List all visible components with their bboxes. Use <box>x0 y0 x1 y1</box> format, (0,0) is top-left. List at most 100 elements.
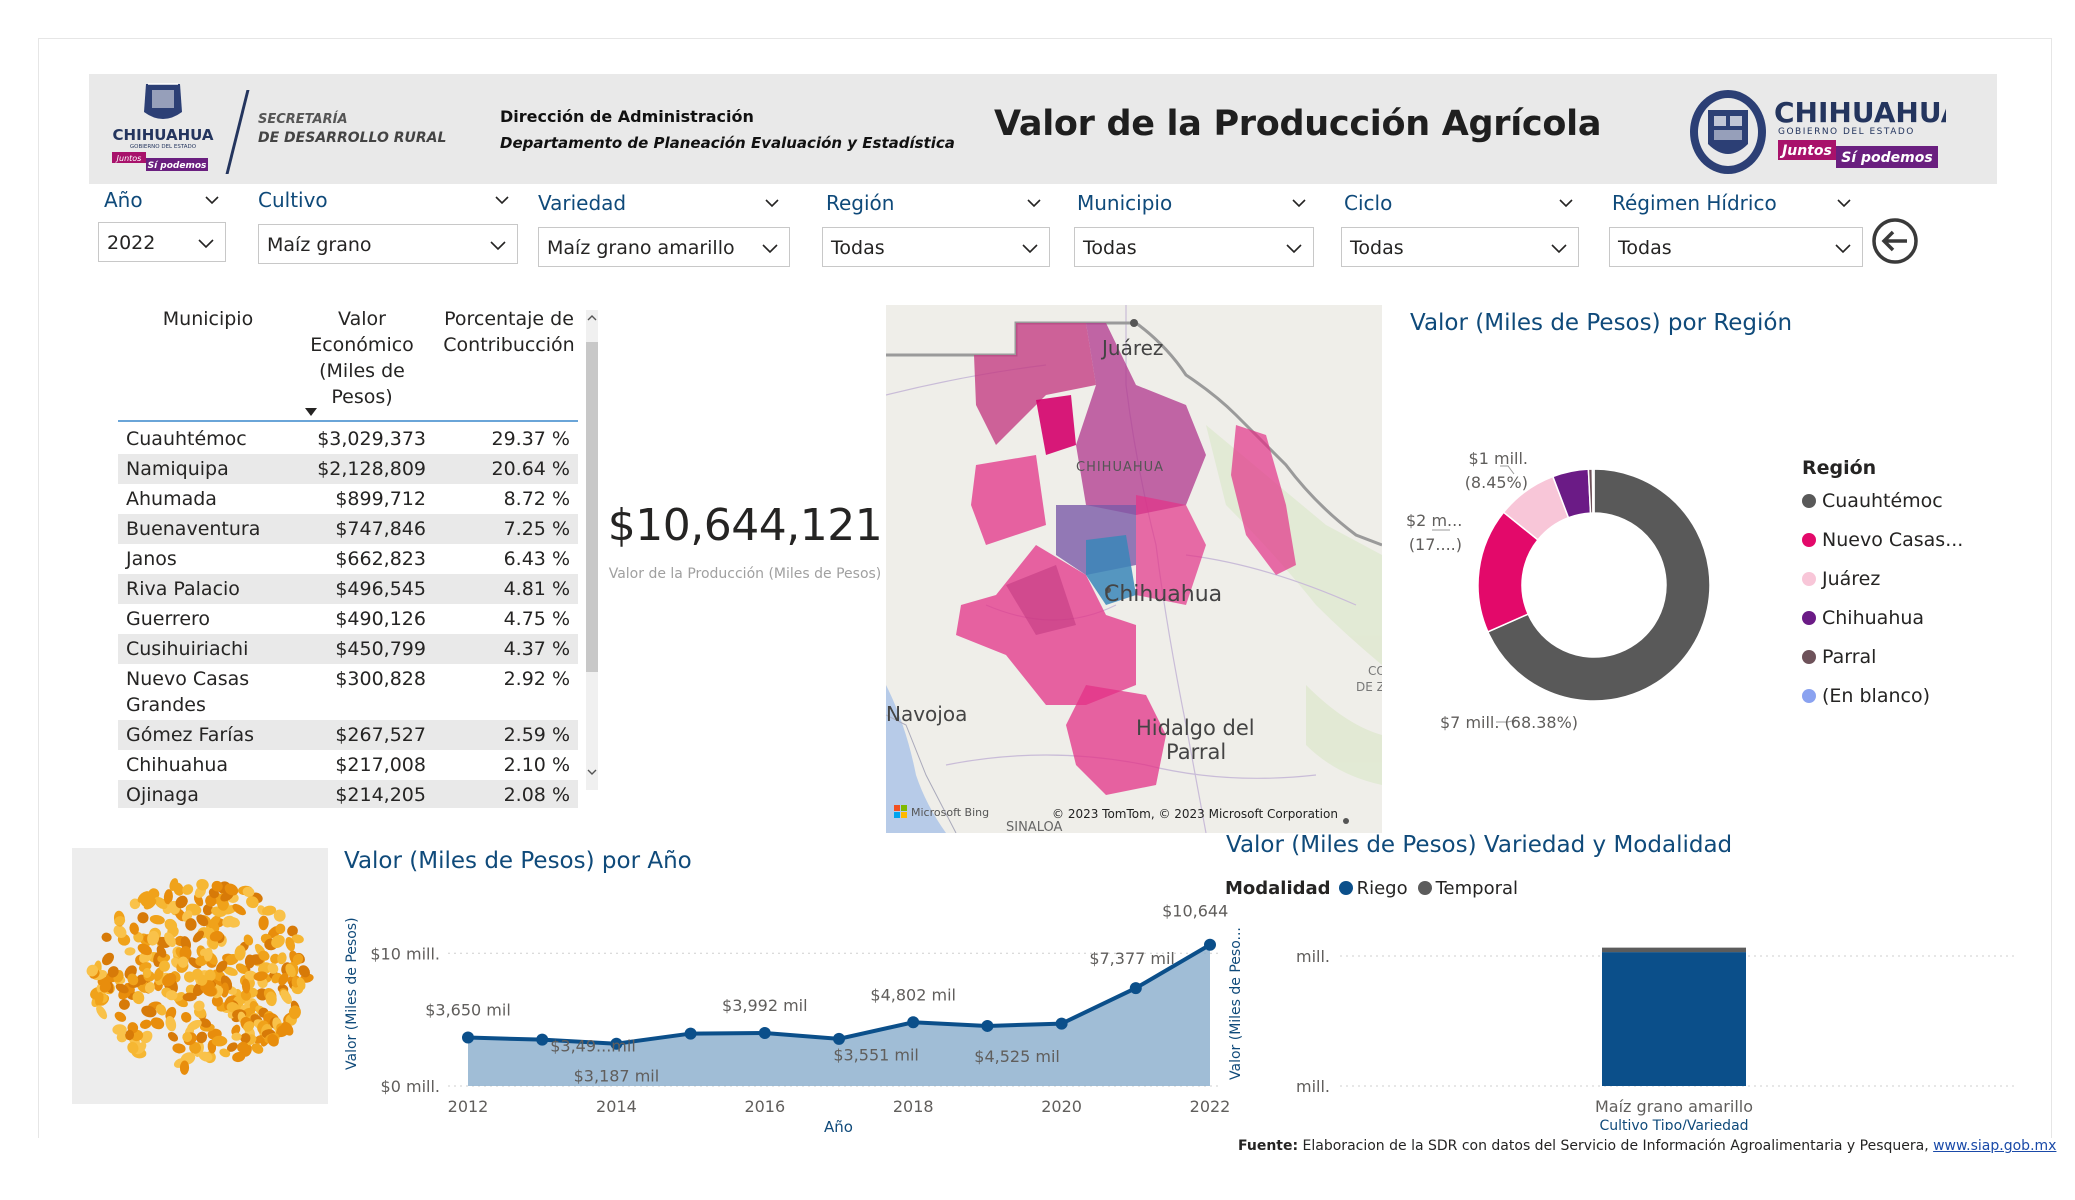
data-label: $4,525 mil <box>974 1047 1060 1066</box>
chevron-down-icon[interactable] <box>1558 195 1574 211</box>
corn-kernel <box>258 915 269 931</box>
corn-kernel <box>234 945 246 961</box>
x-tick-label: Maíz grano amarillo <box>1595 1097 1753 1116</box>
corn-kernel <box>196 878 209 891</box>
table-cell-valor: $2,128,809 <box>317 458 426 480</box>
data-point[interactable] <box>1129 982 1142 995</box>
corn-kernel <box>280 989 292 1004</box>
region-donut-chart[interactable] <box>1410 430 1730 750</box>
table-scrollbar-thumb[interactable] <box>586 342 598 672</box>
corn-kernel <box>285 963 296 978</box>
slicer-ano-dropdown[interactable]: 2022 <box>98 222 226 262</box>
legend-item-riego[interactable]: Riego <box>1338 878 1408 899</box>
data-point[interactable] <box>907 1016 920 1029</box>
corn-kernel <box>254 1034 266 1044</box>
column-header-valor[interactable]: Valor Económico (Miles de Pesos) <box>310 308 414 408</box>
data-point[interactable] <box>1055 1017 1068 1030</box>
chevron-down-icon[interactable] <box>494 192 510 208</box>
table-row[interactable]: Cusihuiriachi $450,799 4.37 % <box>118 634 578 664</box>
corn-kernel <box>192 930 205 943</box>
slicer-variedad-dropdown[interactable]: Maíz grano amarillo <box>538 227 790 267</box>
legend-item-region[interactable]: Chihuahua <box>1802 607 1924 629</box>
table-row[interactable]: Buenaventura $747,846 7.25 % <box>118 514 578 544</box>
table-cell-pct: 4.75 % <box>503 608 570 630</box>
corn-kernel <box>114 1011 127 1022</box>
corn-kernel <box>114 916 126 926</box>
corn-kernel <box>150 1017 165 1030</box>
legend-item-region[interactable]: (En blanco) <box>1802 685 1930 707</box>
svg-text:Juntos: Juntos <box>115 154 142 163</box>
data-point[interactable] <box>610 1037 623 1050</box>
corn-kernel <box>265 991 277 1007</box>
data-point[interactable] <box>462 1031 474 1044</box>
chevron-down-icon[interactable] <box>1026 195 1042 211</box>
donut-slice[interactable] <box>1486 468 1711 702</box>
data-point[interactable] <box>536 1033 549 1046</box>
table-row[interactable]: Chihuahua $217,008 2.10 % <box>118 750 578 780</box>
chevron-down-icon <box>762 244 778 254</box>
corn-kernel <box>116 1032 128 1043</box>
table-row[interactable]: Nuevo Casas Grandes $300,828 2.92 % <box>118 664 578 720</box>
bar-segment-riego[interactable] <box>1602 952 1746 1086</box>
corn-kernel <box>140 1030 153 1044</box>
slicer-cultivo-dropdown[interactable]: Maíz grano <box>258 224 518 264</box>
table-row[interactable]: Namiquipa $2,128,809 20.64 % <box>118 454 578 484</box>
choropleth-map[interactable]: Juárez CHIHUAHUA Chihuahua Navojoa Hidal… <box>886 305 1382 833</box>
chevron-down-icon[interactable] <box>586 766 598 778</box>
column-header-municipio[interactable]: Municipio <box>162 308 254 330</box>
legend-dot-icon <box>1802 533 1816 547</box>
corn-kernel <box>271 934 285 949</box>
data-point[interactable] <box>758 1027 771 1040</box>
legend-item-region[interactable]: Juárez <box>1802 568 1880 590</box>
data-point[interactable] <box>684 1027 697 1040</box>
corn-kernel <box>154 896 168 910</box>
legend-item-region[interactable]: Nuevo Casas... <box>1802 529 1963 551</box>
chevron-down-icon[interactable] <box>1836 195 1852 211</box>
chevron-down-icon[interactable] <box>764 195 780 211</box>
siap-link[interactable]: www.siap.gob.mx <box>1933 1138 2057 1154</box>
table-row[interactable]: Riva Palacio $496,545 4.81 % <box>118 574 578 604</box>
slicer-ciclo-dropdown[interactable]: Todas <box>1341 227 1579 267</box>
slicer-regimen-hidrico-label: Régimen Hídrico <box>1612 191 1777 215</box>
chevron-down-icon[interactable] <box>204 192 220 208</box>
donut-slice[interactable] <box>1591 468 1595 514</box>
legend-item-temporal[interactable]: Temporal <box>1417 878 1518 899</box>
corn-kernel <box>267 962 279 974</box>
slicer-municipio-dropdown[interactable]: Todas <box>1074 227 1314 267</box>
corn-kernel <box>198 1051 213 1062</box>
slicer-regimen-hidrico-dropdown[interactable]: Todas <box>1609 227 1863 267</box>
chevron-up-icon[interactable] <box>586 312 598 324</box>
city-markers <box>1105 319 1349 824</box>
variedad-bar-chart[interactable]: $0 mill. $10 mill. Maíz grano amarillo Cult… <box>1290 930 2020 1130</box>
bar-segment-temporal[interactable] <box>1602 947 1746 953</box>
slicer-region-dropdown[interactable]: Todas <box>822 227 1050 267</box>
corn-kernel <box>127 973 139 986</box>
corn-kernel <box>196 1031 208 1044</box>
data-point[interactable] <box>1204 938 1216 951</box>
table-cell-municipio: Riva Palacio <box>126 578 240 600</box>
table-cell-pct: 20.64 % <box>491 458 571 480</box>
year-line-chart[interactable]: $0 mill. $10 mill. 2012 2014 2016 2018 2020 202… <box>330 900 1230 1140</box>
table-row[interactable]: Cuauhtémoc $3,029,373 29.37 % <box>118 424 578 454</box>
table-row[interactable]: Ojinaga $214,205 2.08 % <box>118 780 578 808</box>
back-arrow-button[interactable] <box>1871 217 1919 265</box>
table-row[interactable]: Gómez Farías $267,527 2.59 % <box>118 720 578 750</box>
table-row[interactable]: Guerrero $490,126 4.75 % <box>118 604 578 634</box>
corn-kernel <box>202 904 214 916</box>
table-row[interactable]: Ahumada $899,712 8.72 % <box>118 484 578 514</box>
donut-label-nuevo-casas-1: $2 m... <box>1406 511 1463 530</box>
corn-kernel <box>179 1060 190 1075</box>
y-tick-label: $0 mill. <box>381 1077 440 1096</box>
line-chart-ylabel: Valor (Miles de Pesos) <box>344 917 360 1070</box>
table-row[interactable]: Janos $662,823 6.43 % <box>118 544 578 574</box>
column-header-porcentaje[interactable]: Porcentaje de Contribucción <box>443 308 575 356</box>
legend-label: Parral <box>1822 646 1877 668</box>
legend-item-region[interactable]: Parral <box>1802 646 1876 668</box>
table-cell-valor: $747,846 <box>335 518 426 540</box>
data-point[interactable] <box>833 1032 845 1045</box>
data-point[interactable] <box>981 1019 994 1032</box>
legend-dot-icon <box>1802 611 1816 625</box>
legend-item-region[interactable]: Cuauhtémoc <box>1802 490 1943 512</box>
chevron-down-icon[interactable] <box>1291 195 1307 211</box>
data-label: $3,49...mil <box>550 1037 636 1056</box>
